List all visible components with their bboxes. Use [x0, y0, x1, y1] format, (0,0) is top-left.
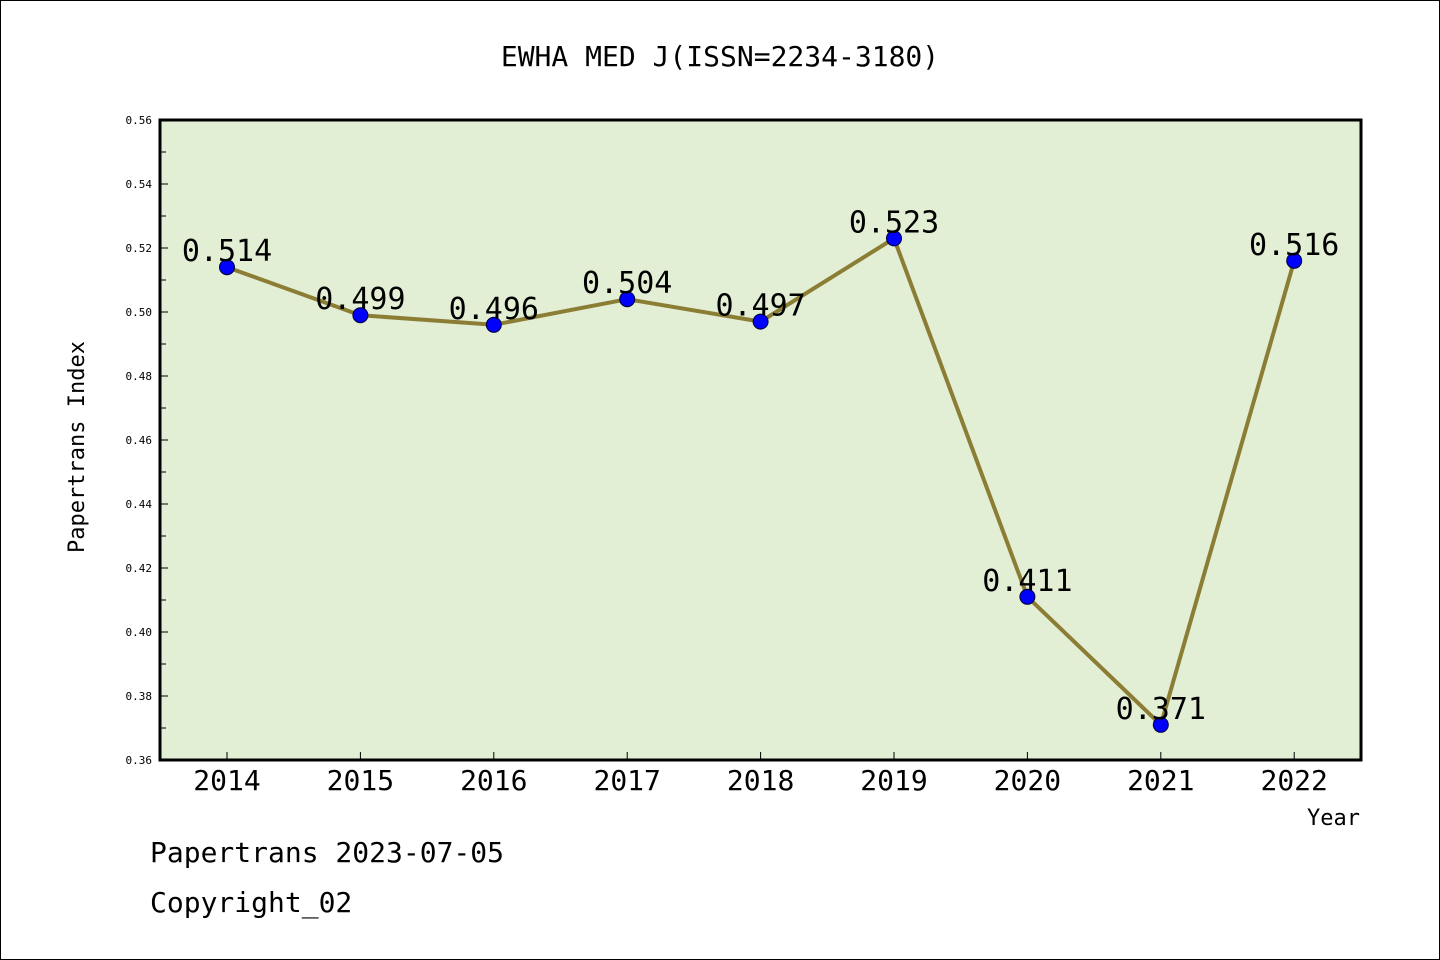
y-tick-label: 0.40 — [126, 626, 153, 639]
y-tick-label: 0.54 — [126, 178, 153, 191]
data-label: 0.499 — [315, 282, 405, 317]
x-axis: 2014 2015 2016 2017 2018 2019 2020 2021 2022 — [193, 752, 1328, 797]
data-labels: 0.514 0.499 0.496 0.504 0.497 0.523 0.411 0.371… — [182, 205, 1340, 726]
data-point — [1286, 252, 1303, 269]
data-point — [1152, 716, 1169, 733]
data-point — [752, 313, 769, 330]
x-tick-label: 2021 — [1127, 764, 1194, 797]
y-axis: 0.36 0.38 0.40 0.42 0.44 0.46 0.48 0.50 0.52 0.54… — [126, 114, 168, 767]
y-tick-label: 0.36 — [126, 754, 153, 767]
data-point — [886, 230, 902, 247]
data-point — [485, 316, 502, 333]
data-point — [352, 307, 369, 324]
y-tick-label: 0.38 — [126, 690, 153, 703]
data-point — [219, 259, 235, 276]
x-tick-label: 2018 — [727, 764, 794, 797]
y-tick-label: 0.56 — [126, 114, 153, 127]
y-tick-label: 0.50 — [126, 306, 153, 319]
data-label: 0.497 — [715, 289, 805, 324]
data-label: 0.516 — [1249, 228, 1339, 263]
y-tick-label: 0.46 — [126, 434, 153, 447]
x-tick-label: 2017 — [593, 764, 660, 797]
data-label: 0.371 — [1116, 692, 1206, 727]
data-label: 0.514 — [182, 234, 272, 269]
y-tick-label: 0.44 — [126, 498, 153, 511]
data-label: 0.411 — [982, 564, 1072, 599]
x-tick-label: 2015 — [327, 764, 394, 797]
data-label: 0.496 — [449, 292, 539, 327]
footer-copyright: Copyright_02 — [150, 886, 353, 919]
chart-title: EWHA MED J(ISSN=2234-3180) — [501, 40, 939, 73]
y-tick-label: 0.42 — [126, 562, 153, 575]
y-tick-label: 0.48 — [126, 370, 153, 383]
x-tick-label: 2016 — [460, 764, 527, 797]
data-point — [1019, 588, 1036, 605]
y-tick-label: 0.52 — [126, 242, 153, 255]
x-tick-label: 2019 — [860, 764, 927, 797]
x-tick-label: 2022 — [1260, 764, 1327, 797]
plot-area — [158, 118, 1363, 762]
x-axis-label: Year — [1307, 806, 1360, 831]
series-1 — [219, 230, 1303, 733]
data-label: 0.504 — [582, 266, 672, 301]
data-point — [619, 291, 636, 308]
footer-date-line: Papertrans 2023-07-05 — [150, 836, 505, 869]
y-axis-label: Papertrans Index — [65, 341, 90, 553]
x-tick-label: 2014 — [193, 764, 260, 797]
x-tick-label: 2020 — [994, 764, 1061, 797]
data-label: 0.523 — [849, 205, 939, 240]
